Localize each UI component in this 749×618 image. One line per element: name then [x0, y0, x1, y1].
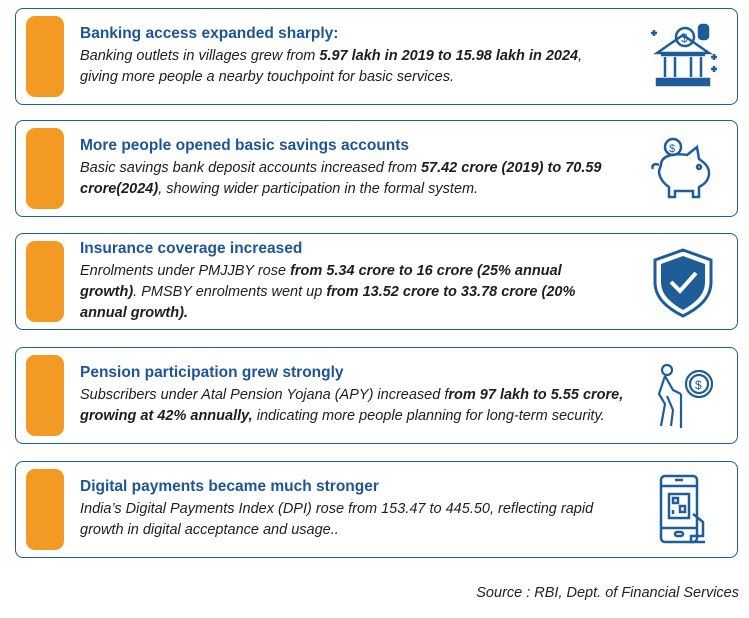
card-title: Banking access expanded sharply:: [80, 25, 339, 42]
accent-bar: [26, 128, 64, 209]
info-card: Insurance coverage increased Enrolments …: [15, 233, 738, 330]
elderly-pension-icon: $: [647, 360, 719, 432]
card-title: Pension participation grew strongly: [80, 364, 344, 381]
accent-bar: [26, 355, 64, 436]
card-title: Insurance coverage increased: [80, 239, 303, 257]
svg-text:$: $: [669, 143, 675, 155]
body-text: Enrolments under PMJJBY rose: [80, 262, 291, 279]
svg-text:$: $: [681, 31, 688, 45]
body-text: . PMSBY enrolments went up: [133, 283, 327, 300]
highlight-text: 5.97 lakh in 2019 to 15.98 lakh in 2024: [319, 48, 579, 64]
card-body: India’s Digital Payments Index (DPI) ros…: [80, 499, 600, 541]
card-body: Subscribers under Atal Pension Yojana (A…: [80, 385, 670, 427]
body-text: , showing wider participation in the for…: [158, 181, 479, 197]
body-text: Subscribers under Atal Pension Yojana (A…: [80, 387, 449, 403]
accent-bar: [26, 241, 64, 322]
shield-check-icon: [647, 246, 719, 318]
accent-bar: [26, 469, 64, 550]
card-body: Enrolments under PMJJBY rose from 5.34 c…: [80, 261, 580, 324]
body-text: indicating more people planning for long…: [252, 408, 605, 424]
card-title: Digital payments became much stronger: [80, 478, 379, 495]
accent-bar: [26, 16, 64, 97]
highlight-text: from 13.52 crore to 33.78 crore (20% ann…: [80, 283, 576, 321]
body-text: Basic savings bank deposit accounts incr…: [80, 160, 421, 176]
body-text: Banking outlets in villages grew from: [80, 48, 320, 64]
info-card: Pension participation grew strongly Subs…: [15, 347, 738, 444]
card-title: More people opened basic savings account…: [80, 137, 410, 154]
info-card: Digital payments became much stronger In…: [15, 461, 738, 558]
highlight-text: from 5.34 crore to 16 crore (25% annual …: [80, 262, 562, 300]
info-card: Banking access expanded sharply: Banking…: [15, 8, 738, 105]
card-body: Basic savings bank deposit accounts incr…: [80, 158, 640, 200]
svg-text:$: $: [695, 378, 702, 392]
body-text: , giving more people a nearby touchpoint…: [80, 48, 583, 85]
source-note: Source : RBI, Dept. of Financial Service…: [476, 585, 739, 601]
card-body: Banking outlets in villages grew from 5.…: [80, 46, 620, 88]
bank-icon: $: [647, 21, 719, 93]
mobile-qr-payment-icon: [647, 474, 719, 546]
highlight-text: 57.42 crore (2019) to 70.59 crore(2024): [80, 160, 602, 197]
highlight-text: rom 97 lakh to 5.55 crore, growing at 42…: [80, 387, 624, 424]
info-card: More people opened basic savings account…: [15, 120, 738, 217]
body-text: India’s Digital Payments Index (DPI) ros…: [80, 501, 594, 538]
piggy-bank-icon: $: [647, 133, 719, 205]
